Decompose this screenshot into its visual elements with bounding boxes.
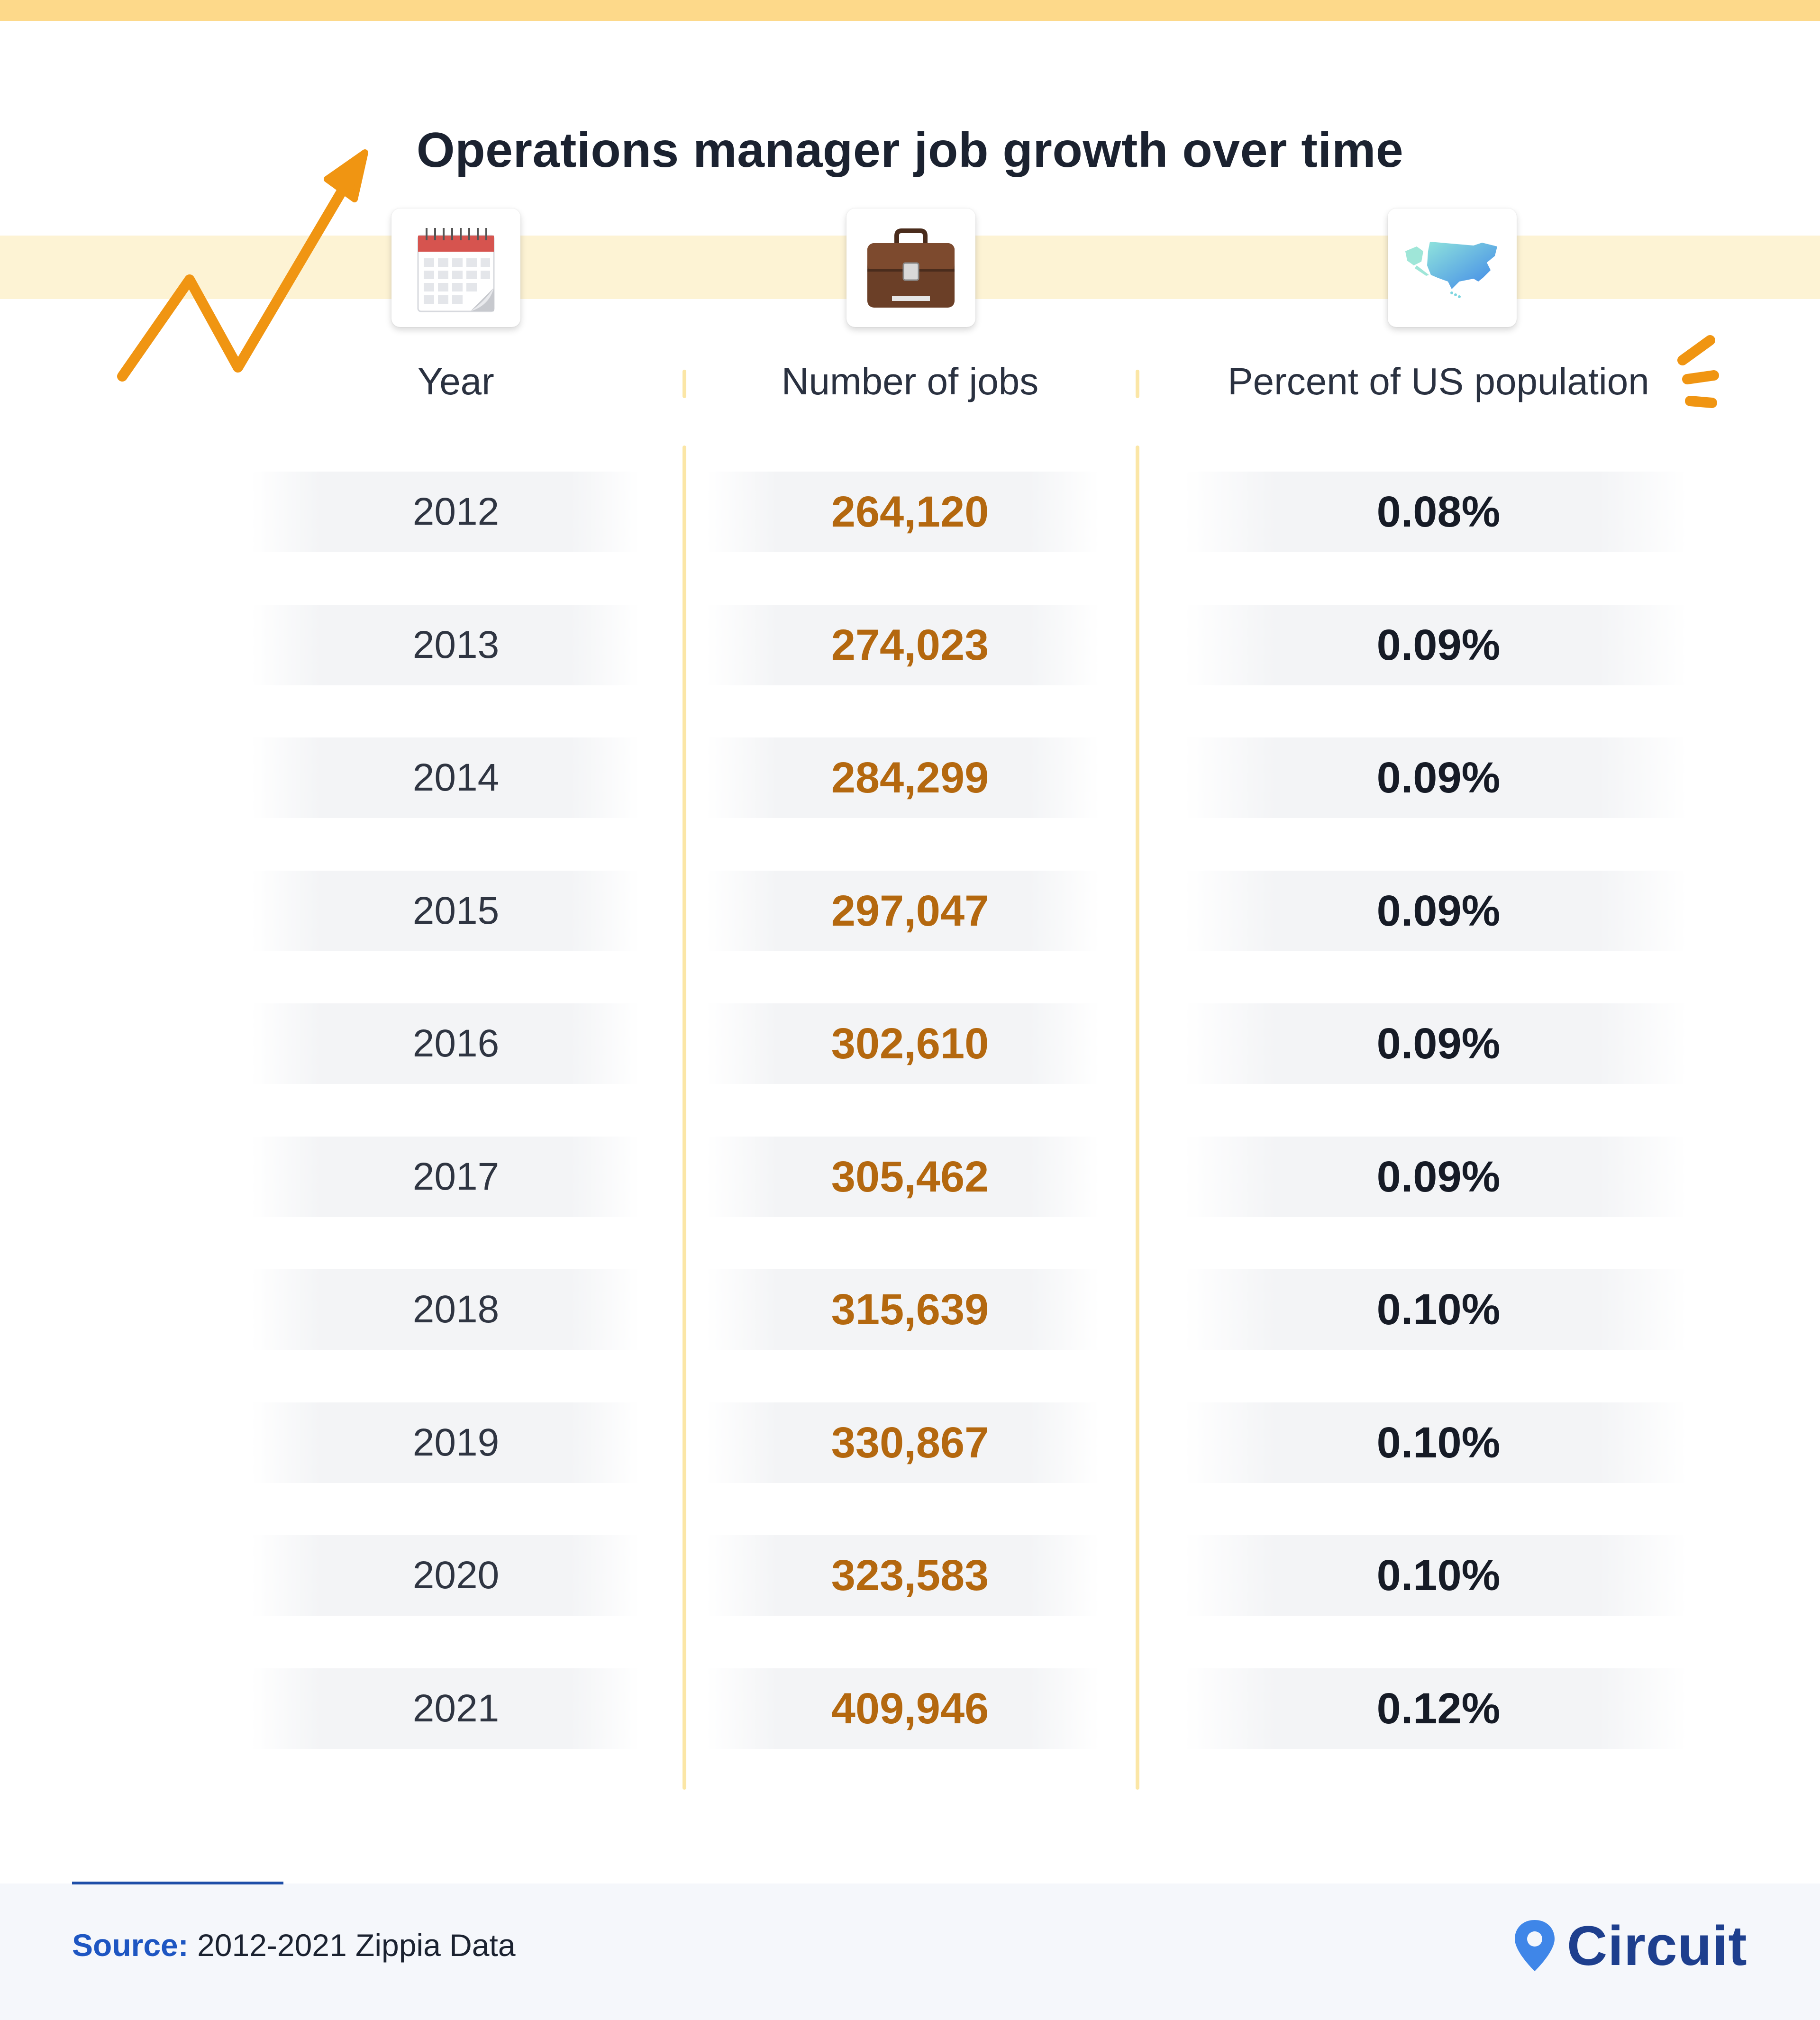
row-background xyxy=(706,1402,1100,1483)
source-text: 2012-2021 Zippia Data xyxy=(188,1928,516,1963)
cell-percent: 0.09% xyxy=(1376,887,1501,935)
cell-jobs: 297,047 xyxy=(831,887,989,935)
briefcase-card xyxy=(846,209,975,327)
cell-year: 2014 xyxy=(412,756,500,799)
cell-jobs: 274,023 xyxy=(831,621,989,669)
map-pin-icon xyxy=(1515,1920,1555,1971)
cell-jobs: 302,610 xyxy=(831,1019,989,1068)
brand-logo[interactable]: Circuit xyxy=(1512,1913,1747,1979)
row-background xyxy=(1185,1535,1687,1616)
cell-percent: 0.08% xyxy=(1376,488,1501,536)
row-background xyxy=(1185,1402,1687,1483)
row-background xyxy=(251,1269,640,1350)
row-background xyxy=(1185,472,1687,552)
cell-year: 2020 xyxy=(412,1554,500,1597)
row-background xyxy=(251,1402,640,1483)
cell-year: 2021 xyxy=(412,1687,500,1730)
cell-jobs: 315,639 xyxy=(831,1285,989,1334)
cell-percent: 0.09% xyxy=(1376,1153,1501,1201)
cell-year: 2016 xyxy=(412,1022,500,1065)
header-divider-1 xyxy=(682,370,686,398)
cell-year: 2019 xyxy=(412,1421,500,1464)
cell-percent: 0.09% xyxy=(1376,621,1501,669)
briefcase-icon xyxy=(867,228,955,308)
cell-jobs: 409,946 xyxy=(831,1684,989,1733)
row-background xyxy=(1185,1269,1687,1350)
header-jobs: Number of jobs xyxy=(781,360,1039,402)
row-background xyxy=(1185,1668,1687,1749)
row-background xyxy=(1185,871,1687,951)
sparkle-icon xyxy=(1677,335,1719,408)
header-year: Year xyxy=(418,360,494,402)
row-background xyxy=(706,737,1100,818)
row-background xyxy=(706,1668,1100,1749)
cell-year: 2012 xyxy=(412,490,500,533)
cell-year: 2013 xyxy=(412,623,500,666)
row-background xyxy=(706,605,1100,685)
cell-percent: 0.09% xyxy=(1376,754,1501,802)
row-background xyxy=(251,1003,640,1084)
cell-percent: 0.10% xyxy=(1376,1419,1501,1467)
row-background xyxy=(251,605,640,685)
chart-title: Operations manager job growth over time xyxy=(416,123,1404,178)
row-background xyxy=(706,1137,1100,1217)
row-background xyxy=(706,871,1100,951)
cell-percent: 0.10% xyxy=(1376,1285,1501,1334)
growth-arrow-icon xyxy=(117,149,368,382)
us-map-card xyxy=(1388,209,1517,327)
cell-year: 2015 xyxy=(412,889,500,932)
cell-jobs: 330,867 xyxy=(831,1419,989,1467)
row-background xyxy=(706,472,1100,552)
header-percent: Percent of US population xyxy=(1228,360,1649,402)
row-background xyxy=(251,871,640,951)
row-background xyxy=(706,1535,1100,1616)
us-map-icon xyxy=(1405,242,1497,298)
row-background xyxy=(251,1535,640,1616)
cell-percent: 0.10% xyxy=(1376,1551,1501,1600)
top-accent-bar xyxy=(0,0,1820,21)
cell-jobs: 284,299 xyxy=(831,754,989,802)
column-divider-1 xyxy=(682,446,686,1790)
column-divider-2 xyxy=(1136,446,1139,1790)
row-background xyxy=(251,1137,640,1217)
row-background xyxy=(706,1269,1100,1350)
row-background xyxy=(706,1003,1100,1084)
row-background xyxy=(1185,737,1687,818)
cell-year: 2017 xyxy=(412,1155,500,1198)
footer xyxy=(0,1884,1820,2020)
cell-jobs: 305,462 xyxy=(831,1153,989,1201)
cell-jobs: 323,583 xyxy=(831,1551,989,1600)
row-background xyxy=(1185,605,1687,685)
cell-percent: 0.09% xyxy=(1376,1019,1501,1068)
row-background xyxy=(251,737,640,818)
brand-name: Circuit xyxy=(1567,1915,1747,1977)
source-note: Source: 2012-2021 Zippia Data xyxy=(72,1927,516,1963)
footer-accent-line xyxy=(72,1882,283,1884)
cell-year: 2018 xyxy=(412,1288,500,1331)
source-label: Source: xyxy=(72,1928,189,1963)
row-background xyxy=(251,1668,640,1749)
cell-jobs: 264,120 xyxy=(831,488,989,536)
row-background xyxy=(251,472,640,552)
row-background xyxy=(1185,1137,1687,1217)
calendar-icon xyxy=(417,228,495,312)
row-background xyxy=(1185,1003,1687,1084)
cell-percent: 0.12% xyxy=(1376,1684,1501,1733)
header-divider-2 xyxy=(1136,370,1139,398)
calendar-card xyxy=(391,209,520,327)
